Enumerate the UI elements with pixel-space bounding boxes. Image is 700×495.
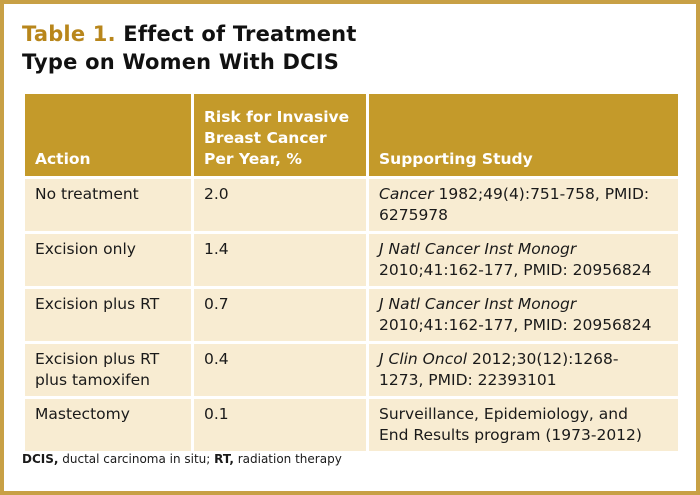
cell-action: Excision plus RT plus tamoxifen xyxy=(22,341,194,399)
title-line-1: Effect of Treatment xyxy=(123,22,357,46)
footnote-abbr-dcis: DCIS, xyxy=(22,452,59,466)
table-row: No treatment 2.0 Cancer 1982;49(4):751-7… xyxy=(22,176,681,234)
table-title: Table 1. Effect of Treatment Type on Wom… xyxy=(22,20,357,76)
table-number: Table 1. xyxy=(22,22,116,46)
header-study: Supporting Study xyxy=(366,91,681,179)
cell-study: Surveillance, Epidemiology, and End Resul… xyxy=(366,396,681,454)
cell-study: J Natl Cancer Inst Monogr 2010;41:162-177… xyxy=(366,286,681,344)
table-row: Excision plus RT 0.7 J Natl Cancer Inst … xyxy=(22,286,681,344)
table-row: Excision plus RT plus tamoxifen 0.4 J Cli… xyxy=(22,341,681,399)
cell-risk: 2.0 xyxy=(191,176,369,234)
footnote-def-dcis: ductal carcinoma in situ; xyxy=(58,452,215,466)
cell-study: J Natl Cancer Inst Monogr 2010;41:162-177… xyxy=(366,231,681,289)
data-table: Action Risk for Invasive Breast Cancer P… xyxy=(22,91,681,454)
header-action: Action xyxy=(22,91,194,179)
cell-risk: 0.4 xyxy=(191,341,369,399)
table-row: Mastectomy 0.1 Surveillance, Epidemiolog… xyxy=(22,396,681,454)
cell-action: Excision only xyxy=(22,231,194,289)
header-risk: Risk for Invasive Breast Cancer Per Year… xyxy=(191,91,369,179)
cell-study: Cancer 1982;49(4):751-758, PMID: 6275978 xyxy=(366,176,681,234)
table-row: Excision only 1.4 J Natl Cancer Inst Mon… xyxy=(22,231,681,289)
title-line-2: Type on Women With DCIS xyxy=(22,50,340,74)
footnote-abbr-rt: RT, xyxy=(214,452,234,466)
cell-action: Excision plus RT xyxy=(22,286,194,344)
footnote-def-rt: radiation therapy xyxy=(233,452,342,466)
footnote: DCIS, ductal carcinoma in situ; RT, radi… xyxy=(22,451,342,467)
header-row: Action Risk for Invasive Breast Cancer P… xyxy=(22,91,681,179)
cell-action: No treatment xyxy=(22,176,194,234)
cell-risk: 1.4 xyxy=(191,231,369,289)
cell-study: J Clin Oncol 2012;30(12):1268- 1273, PMID… xyxy=(366,341,681,399)
cell-risk: 0.7 xyxy=(191,286,369,344)
cell-action: Mastectomy xyxy=(22,396,194,454)
cell-risk: 0.1 xyxy=(191,396,369,454)
